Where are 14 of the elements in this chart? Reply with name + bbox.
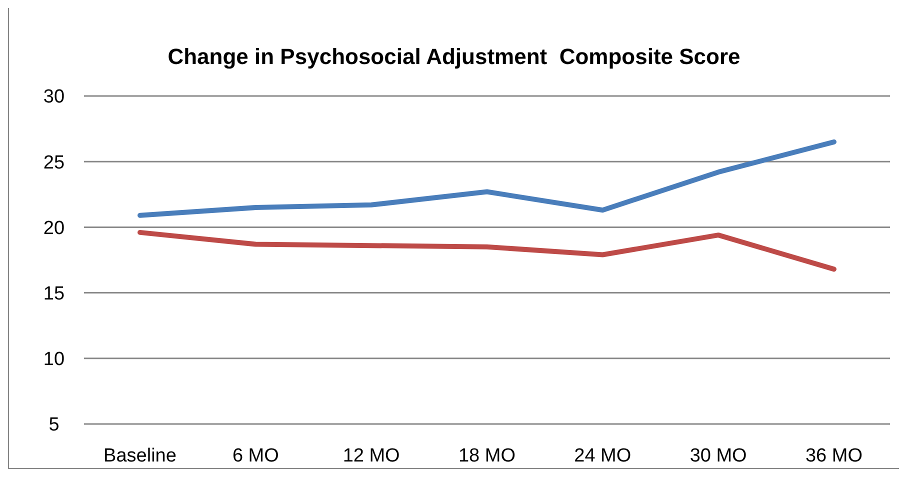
x-tick-label: Baseline — [104, 445, 176, 466]
y-tick-label: 30 — [43, 86, 65, 108]
y-tick-label: 20 — [43, 218, 65, 239]
x-tick-label: 12 MO — [342, 445, 400, 466]
chart-title: Change in Psychosocial Adjustment Composite Score — [166, 43, 742, 71]
x-tick-label: 36 MO — [805, 445, 863, 466]
x-tick-label: 30 MO — [690, 445, 747, 466]
x-tick-label: 6 MO — [232, 445, 279, 466]
x-tick-label: 18 MO — [458, 445, 516, 466]
x-tick-label: 24 MO — [574, 445, 632, 466]
y-tick-label: 10 — [43, 349, 65, 370]
y-tick-label: 15 — [43, 284, 65, 305]
y-tick-label: 25 — [43, 152, 65, 174]
y-tick-label: 5 — [48, 414, 60, 436]
